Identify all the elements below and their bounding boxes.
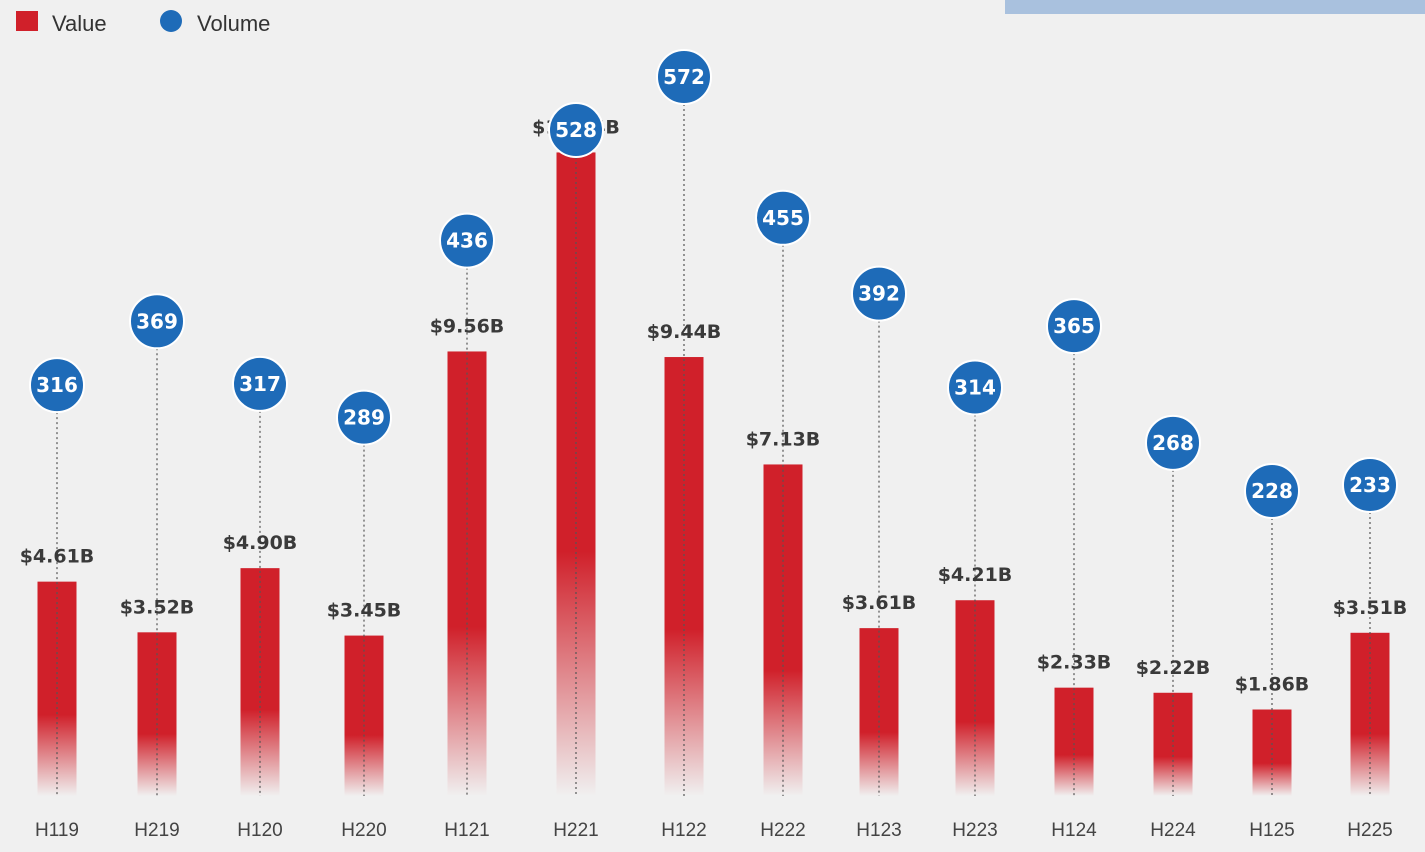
volume-bubble xyxy=(232,355,288,412)
value-label: $1.86B xyxy=(1235,674,1310,696)
volume-label: 268 xyxy=(1152,431,1194,455)
value-label: $3.45B xyxy=(327,600,402,622)
volume-bubble xyxy=(755,189,811,246)
volume-bubble xyxy=(1046,298,1102,355)
volume-label: 528 xyxy=(555,118,597,142)
value-label: $2.33B xyxy=(1037,652,1112,674)
x-tick-label: H120 xyxy=(237,820,282,841)
value-label: $4.90B xyxy=(223,532,298,554)
volume-label: 316 xyxy=(36,373,78,397)
value-label: $7.13B xyxy=(746,428,821,450)
volume-bubble xyxy=(1145,414,1201,471)
top-accent-bar xyxy=(1005,0,1425,14)
x-tick-label: H119 xyxy=(35,820,79,841)
volume-bubble xyxy=(129,293,185,350)
volume-bubble xyxy=(947,359,1003,416)
chart-marks: $4.61B 316 H119 $3.52B 369 H219 $4.90B 317 H120 $… xyxy=(20,49,1408,841)
value-label: $3.51B xyxy=(1333,597,1408,619)
value-label: $2.22B xyxy=(1136,657,1211,679)
volume-label: 436 xyxy=(446,229,488,253)
x-tick-label: H225 xyxy=(1347,820,1392,841)
legend-volume-swatch xyxy=(160,10,182,32)
x-tick-label: H222 xyxy=(760,820,805,841)
volume-label: 228 xyxy=(1251,479,1293,503)
legend-value-swatch xyxy=(16,11,38,31)
value-label: $4.21B xyxy=(938,564,1013,586)
x-tick-label: H224 xyxy=(1150,820,1196,841)
volume-bubble xyxy=(1342,456,1398,513)
value-label: $3.52B xyxy=(120,596,195,618)
volume-label: 369 xyxy=(136,309,178,333)
volume-bubble xyxy=(656,49,712,105)
x-tick-label: H220 xyxy=(341,820,386,841)
x-tick-label: H123 xyxy=(856,820,901,841)
value-label: $9.56B xyxy=(430,315,505,337)
value-bar xyxy=(556,152,596,796)
volume-label: 314 xyxy=(954,376,996,400)
legend-value-label: Value xyxy=(52,11,107,36)
volume-label: 572 xyxy=(663,65,705,89)
x-tick-label: H221 xyxy=(553,820,598,841)
x-tick-label: H122 xyxy=(661,820,706,841)
x-tick-label: H219 xyxy=(134,820,179,841)
value-bar xyxy=(955,600,995,796)
volume-label: 317 xyxy=(239,372,281,396)
x-tick-label: H125 xyxy=(1249,820,1294,841)
volume-label: 455 xyxy=(762,206,804,230)
volume-label: 289 xyxy=(343,406,385,430)
legend-volume-label: Volume xyxy=(197,11,270,36)
volume-label: 365 xyxy=(1053,314,1095,338)
value-label: $9.44B xyxy=(647,321,722,343)
value-label: $4.61B xyxy=(20,546,95,568)
value-bar xyxy=(1054,687,1094,796)
x-tick-label: H124 xyxy=(1051,820,1097,841)
volume-bubble xyxy=(439,212,495,269)
legend: Value Volume xyxy=(16,10,270,36)
x-tick-label: H121 xyxy=(444,820,489,841)
volume-bubble xyxy=(1244,463,1300,519)
volume-label: 233 xyxy=(1349,473,1391,497)
volume-bubble xyxy=(29,357,85,414)
volume-bubble xyxy=(851,265,907,322)
volume-bubble xyxy=(548,101,604,158)
volume-bubble xyxy=(336,389,392,446)
value-label: $3.61B xyxy=(842,592,917,614)
volume-label: 392 xyxy=(858,282,900,306)
x-tick-label: H223 xyxy=(952,820,997,841)
